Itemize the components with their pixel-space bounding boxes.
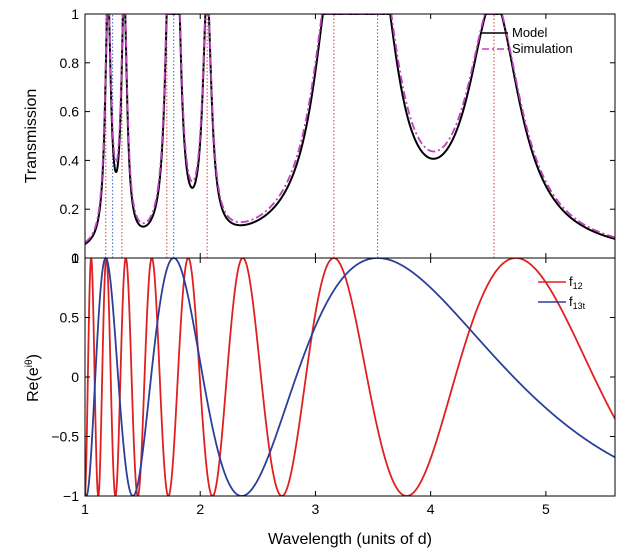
legend-f12-label: f12	[569, 274, 583, 291]
resonance-markers	[105, 14, 495, 258]
transmission-series	[85, 14, 615, 245]
legend-simulation-label: Simulation	[512, 41, 573, 56]
legend-f13t-label: f13t	[569, 294, 586, 311]
bottom-legend: f12 f13t	[538, 274, 586, 311]
y-tick-label: 0	[71, 369, 79, 385]
bottom-panel: −1 −0.5 0 0.5 1 1 2 3 4 5 Re(eiθ) Wavelength (un…	[24, 14, 616, 548]
top-y-ticks: 0 0.2 0.4 0.6 0.8 1	[60, 6, 615, 266]
y-tick-label: 1	[71, 250, 79, 266]
top-panel: 0 0.2 0.4 0.6 0.8 1 Transmission Model Simula…	[23, 6, 616, 266]
y-tick-label: 0.6	[60, 104, 80, 120]
y-tick-label: 0	[71, 250, 79, 266]
top-y-axis-label: Transmission	[23, 89, 40, 184]
top-legend: Model Simulation	[482, 25, 573, 56]
series-line-simulation	[85, 14, 615, 244]
bottom-y-axis-label: Re(eiθ)	[24, 354, 42, 402]
y-tick-label: 0.2	[60, 201, 80, 217]
x-tick-label: 5	[542, 501, 550, 517]
y-tick-label: 0.8	[60, 55, 80, 71]
x-tick-label: 2	[196, 501, 204, 517]
legend-model-label: Model	[512, 25, 548, 40]
y-tick-label: 0.4	[60, 152, 80, 168]
series-line-f12	[85, 258, 615, 496]
x-ticks: 1 2 3 4 5	[81, 14, 550, 517]
x-tick-label: 3	[312, 501, 320, 517]
y-tick-label: 1	[71, 6, 79, 22]
x-tick-label: 4	[427, 501, 435, 517]
bottom-y-ticks: −1 −0.5 0 0.5 1	[51, 250, 615, 504]
y-tick-label: −0.5	[51, 429, 79, 445]
x-tick-label: 1	[81, 501, 89, 517]
x-axis-label: Wavelength (units of d)	[268, 531, 432, 548]
y-tick-label: 0.5	[60, 310, 80, 326]
series-line-model	[85, 14, 615, 245]
phase-series	[85, 258, 615, 496]
y-tick-label: −1	[63, 488, 79, 504]
